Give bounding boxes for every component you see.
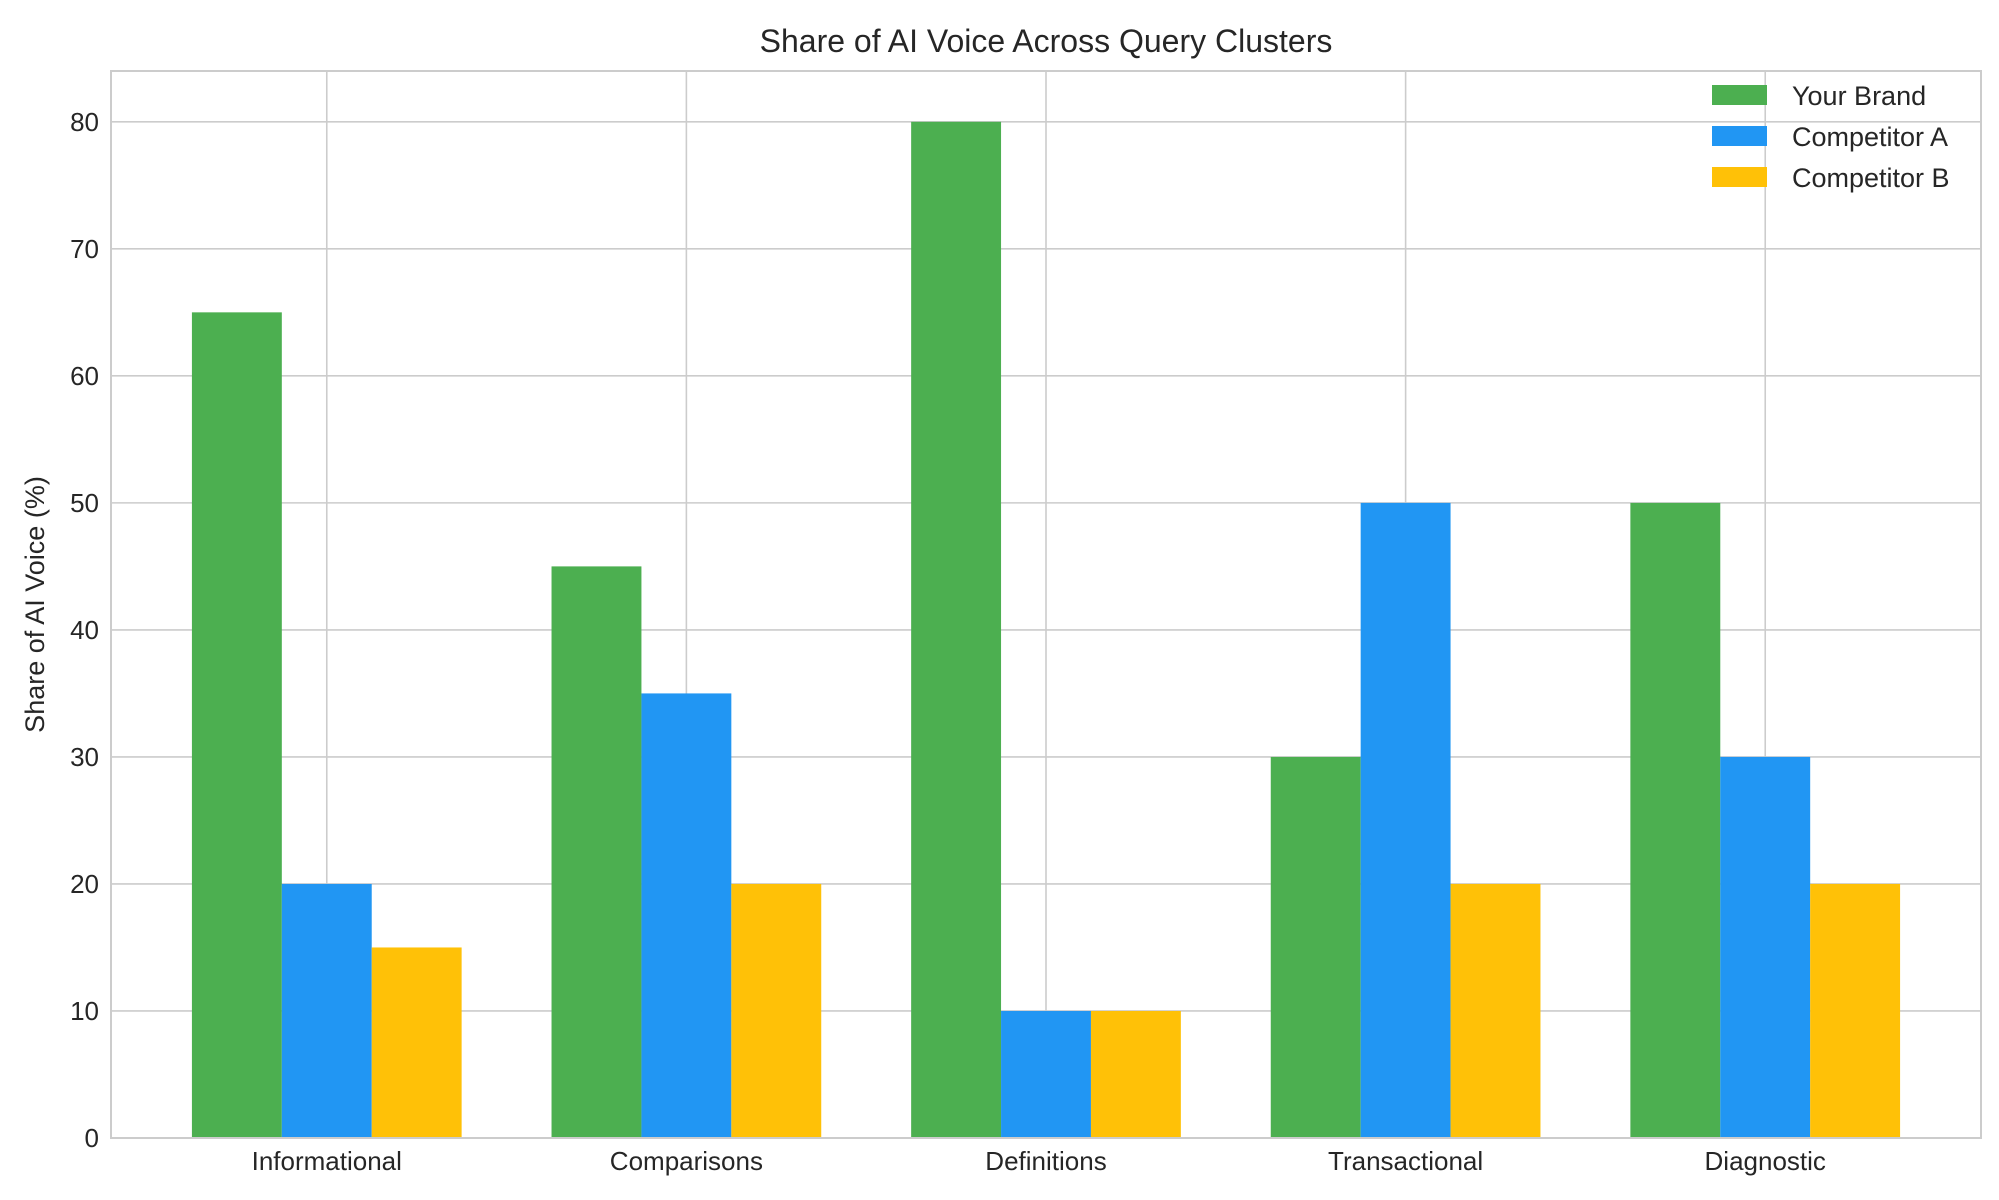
bars [191, 121, 1901, 1139]
bar-competitor-b-transactional [1450, 883, 1541, 1138]
x-tick-label: Definitions [985, 1146, 1106, 1176]
legend-label-competitor-a: Competitor A [1792, 122, 1948, 152]
y-tick-label: 80 [70, 107, 99, 137]
chart-title: Share of AI Voice Across Query Clusters [760, 23, 1333, 59]
y-tick-label: 30 [70, 742, 99, 772]
y-tick-label: 70 [70, 234, 99, 264]
bar-competitor-b-diagnostic [1810, 883, 1901, 1138]
bar-your-brand-transactional [1270, 756, 1361, 1138]
bar-your-brand-diagnostic [1630, 502, 1721, 1138]
legend-swatch-competitor-a [1712, 126, 1767, 146]
plot-frame [110, 70, 1982, 1139]
y-tick-label: 10 [70, 996, 99, 1026]
y-tick-label: 0 [85, 1123, 99, 1153]
legend-label-competitor-b: Competitor B [1792, 163, 1950, 193]
bar-competitor-a-diagnostic [1720, 756, 1811, 1138]
bar-your-brand-definitions [911, 121, 1002, 1139]
bar-competitor-b-definitions [1090, 1010, 1181, 1138]
y-tick-label: 40 [70, 615, 99, 645]
x-tick-label: Diagnostic [1705, 1146, 1826, 1176]
y-axis-label: Share of AI Voice (%) [20, 476, 50, 733]
legend: Your Brand Competitor A Competitor B [1712, 81, 1950, 193]
y-axis-ticks: 0 10 20 30 40 50 60 70 80 [70, 107, 99, 1153]
bar-competitor-b-informational [371, 947, 462, 1138]
y-tick-label: 50 [70, 488, 99, 518]
bar-competitor-a-comparisons [641, 693, 732, 1138]
bar-competitor-a-informational [281, 883, 372, 1138]
legend-swatch-your-brand [1712, 85, 1767, 105]
x-tick-label: Informational [252, 1146, 402, 1176]
x-axis-ticks: Informational Comparisons Definitions Trans… [252, 1146, 1826, 1176]
y-tick-label: 60 [70, 361, 99, 391]
bar-competitor-a-transactional [1360, 502, 1451, 1138]
x-tick-label: Transactional [1328, 1146, 1483, 1176]
bar-competitor-a-definitions [1001, 1010, 1091, 1138]
legend-swatch-competitor-b [1712, 167, 1767, 187]
legend-label-your-brand: Your Brand [1792, 81, 1926, 111]
bar-your-brand-informational [191, 312, 282, 1139]
x-tick-label: Comparisons [610, 1146, 763, 1176]
bar-competitor-b-comparisons [731, 883, 822, 1138]
y-tick-label: 20 [70, 869, 99, 899]
bar-your-brand-comparisons [551, 566, 642, 1138]
